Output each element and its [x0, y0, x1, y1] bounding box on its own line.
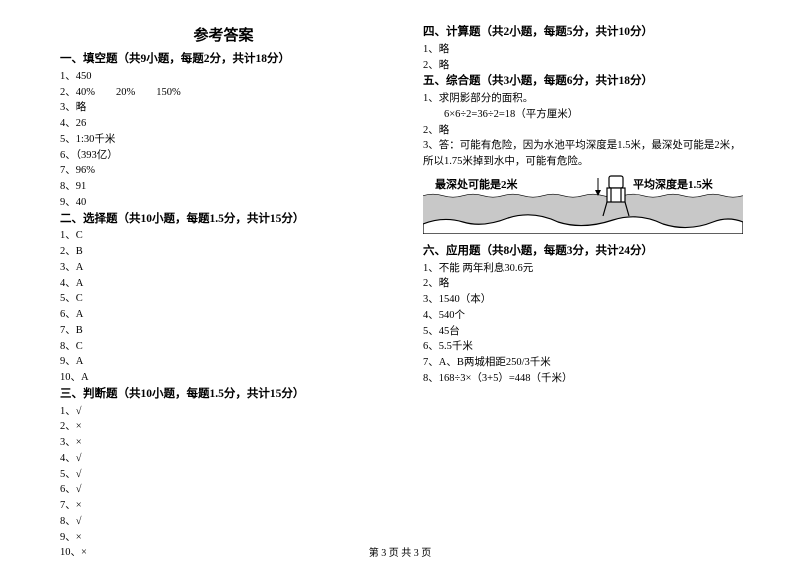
answer-item: 4、26 — [60, 116, 387, 132]
answer-item: 1、不能 两年利息30.6元 — [423, 261, 750, 277]
diagram-right-label: 平均深度是1.5米 — [633, 177, 714, 191]
answer-item: 6、√ — [60, 482, 387, 498]
answer-item: 6、5.5千米 — [423, 339, 750, 355]
answer-item: 6×6÷2=36÷2=18（平方厘米） — [423, 107, 750, 123]
answer-item: 2、略 — [423, 123, 750, 139]
answer-item: 5、1:30千米 — [60, 132, 387, 148]
answer-item: 1、求阴影部分的面积。 — [423, 91, 750, 107]
answer-item: 3、A — [60, 260, 387, 276]
answer-item: 3、1540（本） — [423, 292, 750, 308]
answer-item: 3、× — [60, 435, 387, 451]
answer-item: 7、B — [60, 323, 387, 339]
section-head-5: 五、综合题（共3小题，每题6分，共计18分） — [423, 73, 750, 91]
page-title: 参考答案 — [60, 24, 387, 45]
answer-item: 2、× — [60, 419, 387, 435]
answer-item: 2、B — [60, 244, 387, 260]
answer-item: 7、A、B两城相距250/3千米 — [423, 355, 750, 371]
answer-item: 2、略 — [423, 276, 750, 292]
answer-item: 7、96% — [60, 163, 387, 179]
answer-item: 1、450 — [60, 69, 387, 85]
diagram-left-label: 最深处可能是2米 — [435, 177, 518, 191]
answer-item: 4、√ — [60, 451, 387, 467]
answer-item: 9、40 — [60, 195, 387, 211]
answer-item: 5、√ — [60, 467, 387, 483]
page-footer: 第 3 页 共 3 页 — [0, 544, 800, 559]
answer-item: 6、A — [60, 307, 387, 323]
answer-item: 6、（393亿） — [60, 148, 387, 164]
section-head-4: 四、计算题（共2小题，每题5分，共计10分） — [423, 24, 750, 42]
answer-item: 1、略 — [423, 42, 750, 58]
section-head-3: 三、判断题（共10小题，每题1.5分，共计15分） — [60, 386, 387, 404]
section-head-1: 一、填空题（共9小题，每题2分，共计18分） — [60, 51, 387, 69]
answer-item: 5、C — [60, 291, 387, 307]
answer-item: 4、A — [60, 276, 387, 292]
answer-item: 8、C — [60, 339, 387, 355]
section-head-2: 二、选择题（共10小题，每题1.5分，共计15分） — [60, 211, 387, 229]
answer-item: 8、168÷3×（3+5）=448（千米） — [423, 371, 750, 387]
answer-item: 4、540个 — [423, 308, 750, 324]
answer-item: 8、√ — [60, 514, 387, 530]
page: 参考答案 一、填空题（共9小题，每题2分，共计18分） 1、450 2、40% … — [0, 0, 800, 565]
answer-item: 8、91 — [60, 179, 387, 195]
answer-item: 3、答：可能有危险，因为水池平均深度是1.5米，最深处可能是2米，所以1.75米… — [423, 138, 750, 170]
pool-diagram: 最深处可能是2米 平均深度是1.5米 — [423, 172, 743, 234]
answer-item: 7、× — [60, 498, 387, 514]
answer-item: 1、√ — [60, 404, 387, 420]
answer-item: 3、略 — [60, 100, 387, 116]
answer-item: 2、略 — [423, 58, 750, 74]
answer-item: 9、A — [60, 354, 387, 370]
section-head-6: 六、应用题（共8小题，每题3分，共计24分） — [423, 243, 750, 261]
answer-item: 10、A — [60, 370, 387, 386]
answer-item: 5、45台 — [423, 324, 750, 340]
answer-item: 2、40% 20% 150% — [60, 85, 387, 101]
answer-item: 1、C — [60, 228, 387, 244]
